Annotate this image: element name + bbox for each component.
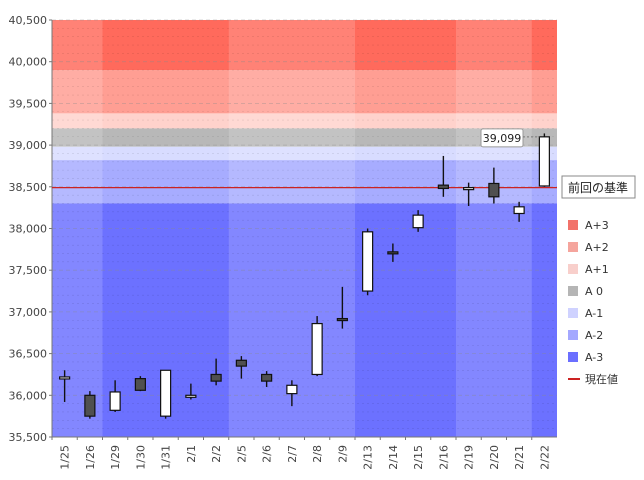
legend-label: A 0 [585, 285, 603, 298]
current-value-label: 39,099 [483, 132, 522, 145]
zone-band [52, 70, 557, 114]
x-tick-label: 2/15 [412, 445, 425, 470]
x-tick-label: 2/2 [210, 445, 223, 463]
zone-band [52, 20, 557, 71]
zone-band [52, 146, 557, 161]
candle-body-up [463, 187, 475, 191]
legend-label: A+2 [585, 241, 609, 254]
candle-body-down [235, 359, 247, 367]
legend-label: 現在値 [585, 373, 618, 386]
x-tick-label: 2/13 [362, 445, 375, 470]
legend-label: A+1 [585, 263, 609, 276]
week-shade [52, 20, 103, 437]
candle-body-down [437, 184, 449, 190]
candle-body-up [538, 136, 550, 187]
legend: A+3 A+2 A+1 A 0 A-1 A-2 A-3 現在値 [568, 219, 618, 386]
x-tick-label: 1/25 [59, 445, 72, 470]
candle-body-up [412, 214, 424, 229]
y-tick-label: 35,500 [9, 431, 48, 444]
x-tick-label: 2/16 [437, 445, 450, 470]
legend-swatch [568, 220, 578, 230]
y-tick-label: 37,000 [9, 306, 48, 319]
candle-body-up [311, 322, 323, 376]
legend-swatch [568, 264, 578, 274]
candle-body-up [59, 376, 71, 380]
legend-swatch [568, 286, 578, 296]
zone-band [52, 128, 557, 147]
y-tick-label: 40,000 [9, 56, 48, 69]
y-tick-label: 38,000 [9, 223, 48, 236]
x-tick-label: 2/21 [513, 445, 526, 470]
legend-swatch [568, 330, 578, 340]
candle-body-down [261, 373, 273, 382]
y-tick-label: 36,000 [9, 389, 48, 402]
candle-body-up [362, 231, 374, 292]
x-tick-label: 1/26 [84, 445, 97, 470]
x-tick-label: 2/14 [387, 445, 400, 470]
y-tick-label: 39,500 [9, 97, 48, 110]
x-tick-label: 2/22 [538, 445, 551, 470]
candle-body-down [84, 394, 96, 417]
legend-swatch [568, 352, 578, 362]
week-shade [456, 20, 532, 437]
x-tick-label: 2/6 [261, 445, 274, 463]
candle-body-down [336, 317, 348, 322]
zone-band [52, 203, 557, 437]
y-axis: 35,500 36,000 36,500 37,000 37,500 38,000 38,5… [9, 14, 52, 444]
zone-band [52, 113, 557, 129]
reference-label-text: 前回の基準 [568, 180, 628, 195]
legend-swatch [568, 242, 578, 252]
candles [59, 133, 550, 419]
candle-body-up [185, 394, 197, 398]
y-tick-label: 37,500 [9, 264, 48, 277]
current-value-box [480, 128, 524, 148]
y-tick-label: 39,000 [9, 139, 48, 152]
x-tick-label: 1/30 [134, 445, 147, 470]
x-tick-label: 2/8 [311, 445, 324, 463]
candle-body-down [210, 373, 222, 382]
week-shade [228, 20, 355, 437]
y-tick-label: 36,500 [9, 348, 48, 361]
y-tick-label: 38,500 [9, 181, 48, 194]
grid-lines [51, 19, 557, 438]
x-tick-label: 2/1 [185, 445, 198, 463]
current-value-callout: 39,099 [480, 128, 540, 148]
x-tick-label: 2/19 [463, 445, 476, 470]
x-tick-label: 2/5 [235, 445, 248, 463]
legend-label: A-3 [585, 351, 603, 364]
reference-label: 前回の基準 [561, 175, 636, 199]
candle-body-up [286, 384, 298, 395]
candle-body-up [513, 206, 525, 215]
candle-body-down [488, 182, 500, 198]
candle-body-up [160, 369, 172, 417]
candle-body-down [134, 378, 146, 391]
x-tick-label: 2/20 [488, 445, 501, 470]
legend-label: A-2 [585, 329, 603, 342]
candle-body-up [109, 391, 121, 411]
week-shading [52, 20, 532, 437]
zone-band [52, 160, 557, 204]
legend-label: A-1 [585, 307, 603, 320]
x-tick-label: 2/7 [286, 445, 299, 463]
x-tick-label: 1/29 [109, 445, 122, 470]
x-tick-label: 2/9 [336, 445, 349, 463]
x-axis: 1/25 1/26 1/29 1/30 1/31 2/1 2/2 2/5 2/6 2/7 2/8 2/… [51, 437, 551, 470]
legend-swatch [568, 308, 578, 318]
reference-label-box [561, 175, 636, 199]
x-tick-label: 1/31 [160, 445, 173, 470]
candle-body-down [387, 251, 399, 255]
legend-label: A+3 [585, 219, 609, 232]
y-tick-label: 40,500 [9, 14, 48, 27]
zone-bands [52, 20, 557, 437]
